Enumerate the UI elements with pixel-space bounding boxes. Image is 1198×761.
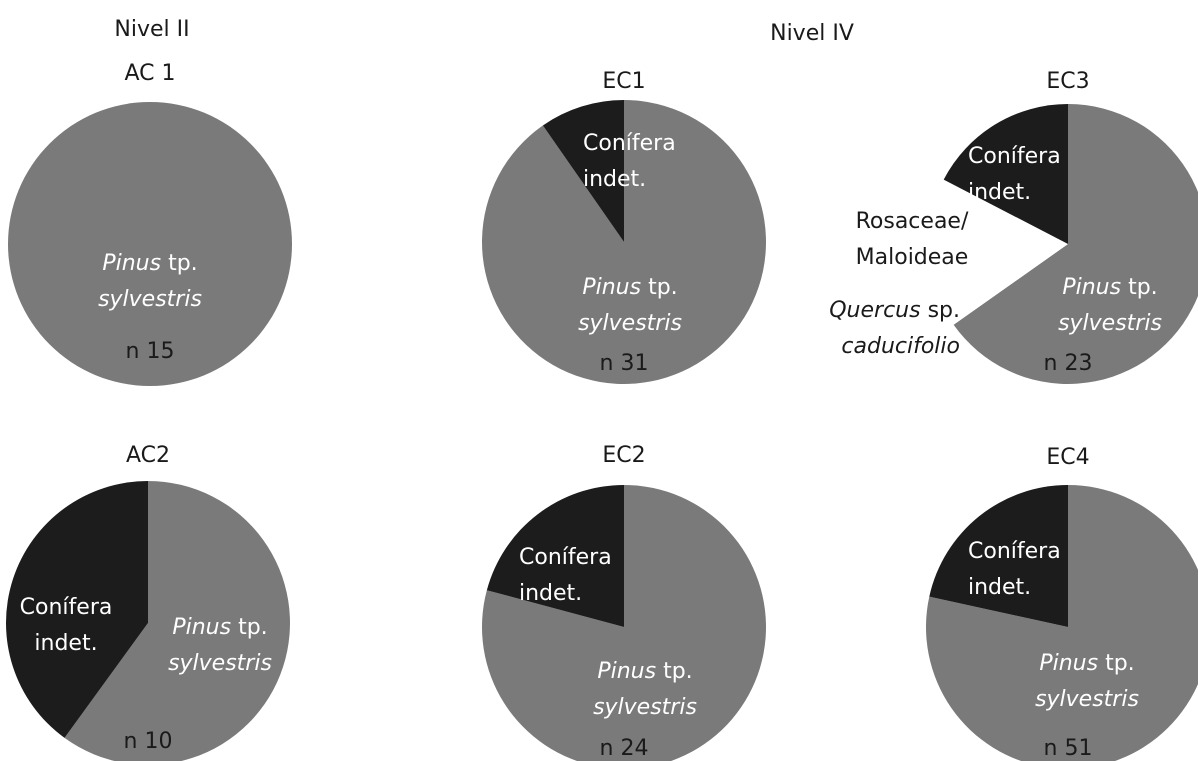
- pie-title: AC2: [126, 443, 170, 468]
- slice-label: Conífera indet.: [968, 144, 1061, 205]
- pie-slice: [486, 485, 624, 627]
- slice-label-line1: Pinus tp.: [102, 251, 197, 276]
- slice-label: Pinus tp. sylvestris: [1058, 275, 1162, 336]
- pie-title: AC 1: [124, 61, 175, 86]
- pie-ec4: EC4 Pinus tp. sylvestris Conífera indet. n 51: [926, 445, 1198, 761]
- slice-label: Conífera indet.: [519, 545, 612, 606]
- slice-label-line2: indet.: [968, 180, 1031, 205]
- pie-slice: [943, 104, 1068, 244]
- slice-label: Conífera indet.: [968, 539, 1061, 600]
- slice-label-part: Conífera: [968, 144, 1061, 169]
- slice-label-line2: indet.: [519, 581, 582, 606]
- slice-label: Pinus tp. sylvestris: [168, 615, 272, 676]
- slice-label-line1: Pinus tp.: [172, 615, 267, 640]
- pie-slice: [542, 100, 624, 242]
- slice-label: Conífera indet.: [583, 131, 676, 192]
- slice-label-line1: Conífera: [519, 545, 612, 570]
- slice-label-part: tp.: [1098, 651, 1135, 676]
- slice-label-part: Conífera: [583, 131, 676, 156]
- pie-slice: [953, 104, 1198, 384]
- slice-label: Pinus tp. sylvestris: [593, 659, 697, 720]
- slice-label-part: Pinus: [582, 275, 641, 300]
- nivel-iv-header: Nivel IV: [770, 21, 854, 46]
- slice-label-line2: Maloideae: [856, 245, 969, 270]
- slice-label: Conífera indet.: [20, 595, 113, 656]
- pie-ec3: EC3 Pinus tp. sylvestris Quercus sp. caducif…: [829, 69, 1198, 384]
- slice-label-line2: sylvestris: [98, 287, 202, 312]
- slice-label-line2: sylvestris: [578, 311, 682, 336]
- slice-label-line1: Pinus tp.: [1062, 275, 1157, 300]
- slice-label-part: Rosaceae/: [856, 209, 969, 234]
- pie-slice: [5, 480, 149, 738]
- slice-label-part: Conífera: [20, 595, 113, 620]
- slice-label-part: Pinus: [597, 659, 656, 684]
- slice-label: Rosaceae/Maloideae: [856, 209, 969, 270]
- slice-label-part: sp.: [921, 298, 960, 323]
- slice-label: Pinus tp. sylvestris: [578, 275, 682, 336]
- pie-ec1: EC1 Pinus tp. sylvestris Conífera indet. n 31: [481, 69, 766, 385]
- slice-label-part: Conífera: [519, 545, 612, 570]
- pie-slice: [929, 485, 1068, 627]
- slice-label-line2: sylvestris: [168, 651, 272, 676]
- slice-label-line2: indet.: [968, 575, 1031, 600]
- slice-label-line1: Conífera: [583, 131, 676, 156]
- slice-label-line1: Conífera: [968, 539, 1061, 564]
- slice-label-line2: indet.: [583, 167, 646, 192]
- slice-label-part: tp.: [1121, 275, 1158, 300]
- slice-label-line1: Conífera: [20, 595, 113, 620]
- slice-label-line2: caducifolio: [841, 334, 960, 359]
- slice-label-line2: sylvestris: [1035, 687, 1139, 712]
- pie-n-label: n 23: [1044, 351, 1093, 376]
- slice-label-line2: sylvestris: [1058, 311, 1162, 336]
- slice-label-line1: Rosaceae/: [856, 209, 969, 234]
- slice-label-part: tp.: [641, 275, 678, 300]
- slice-label-line1: Pinus tp.: [1039, 651, 1134, 676]
- pie-ec2: EC2 Pinus tp. sylvestris Conífera indet. n 24: [482, 443, 766, 761]
- pie-slice: [936, 244, 1068, 325]
- slice-label-part: Pinus: [1062, 275, 1121, 300]
- pie-ac2: AC2 Pinus tp. sylvestris Conífera indet. n 10: [5, 443, 290, 761]
- slice-label-part: Pinus: [1039, 651, 1098, 676]
- slice-label-part: tp.: [161, 251, 198, 276]
- pie-slice: [482, 485, 766, 761]
- pie-slice: [8, 102, 292, 386]
- pie-n-label: n 31: [600, 351, 649, 376]
- slice-label-line1: Conífera: [968, 144, 1061, 169]
- pie-ac-1: AC 1 Pinus tp. sylvestris n 15: [8, 61, 292, 386]
- slice-label: Quercus sp. caducifolio: [829, 298, 960, 359]
- slice-label: Pinus tp. sylvestris: [1035, 651, 1139, 712]
- pie-charts-group: AC 1 Pinus tp. sylvestris n 15 EC1 Pinus tp. s…: [5, 61, 1198, 761]
- pie-title: EC4: [1046, 445, 1089, 470]
- slice-label: Pinus tp. sylvestris: [98, 251, 202, 312]
- slice-label-line2: sylvestris: [593, 695, 697, 720]
- slice-label-part: tp.: [656, 659, 693, 684]
- nivel-ii-header: Nivel II: [114, 17, 189, 42]
- pie-title: EC3: [1046, 69, 1089, 94]
- slice-label-part: tp.: [231, 615, 268, 640]
- slice-label-part: Conífera: [968, 539, 1061, 564]
- pie-n-label: n 15: [126, 339, 175, 364]
- pie-n-label: n 24: [600, 736, 649, 761]
- slice-label-line2: indet.: [34, 631, 97, 656]
- slice-label-part: Quercus: [829, 298, 920, 323]
- slice-label-line1: Pinus tp.: [597, 659, 692, 684]
- pie-slice: [64, 481, 290, 761]
- pie-n-label: n 51: [1044, 736, 1093, 761]
- pie-title: EC2: [602, 443, 645, 468]
- pie-n-label: n 10: [124, 729, 173, 754]
- pie-slice: [926, 485, 1198, 761]
- slice-label-part: Pinus: [172, 615, 231, 640]
- slice-label-part: Pinus: [102, 251, 161, 276]
- pie-slice: [481, 100, 766, 385]
- pie-slice: [928, 179, 1068, 291]
- slice-label-line1: Quercus sp.: [829, 298, 960, 323]
- pie-title: EC1: [602, 69, 645, 94]
- slice-label-line1: Pinus tp.: [582, 275, 677, 300]
